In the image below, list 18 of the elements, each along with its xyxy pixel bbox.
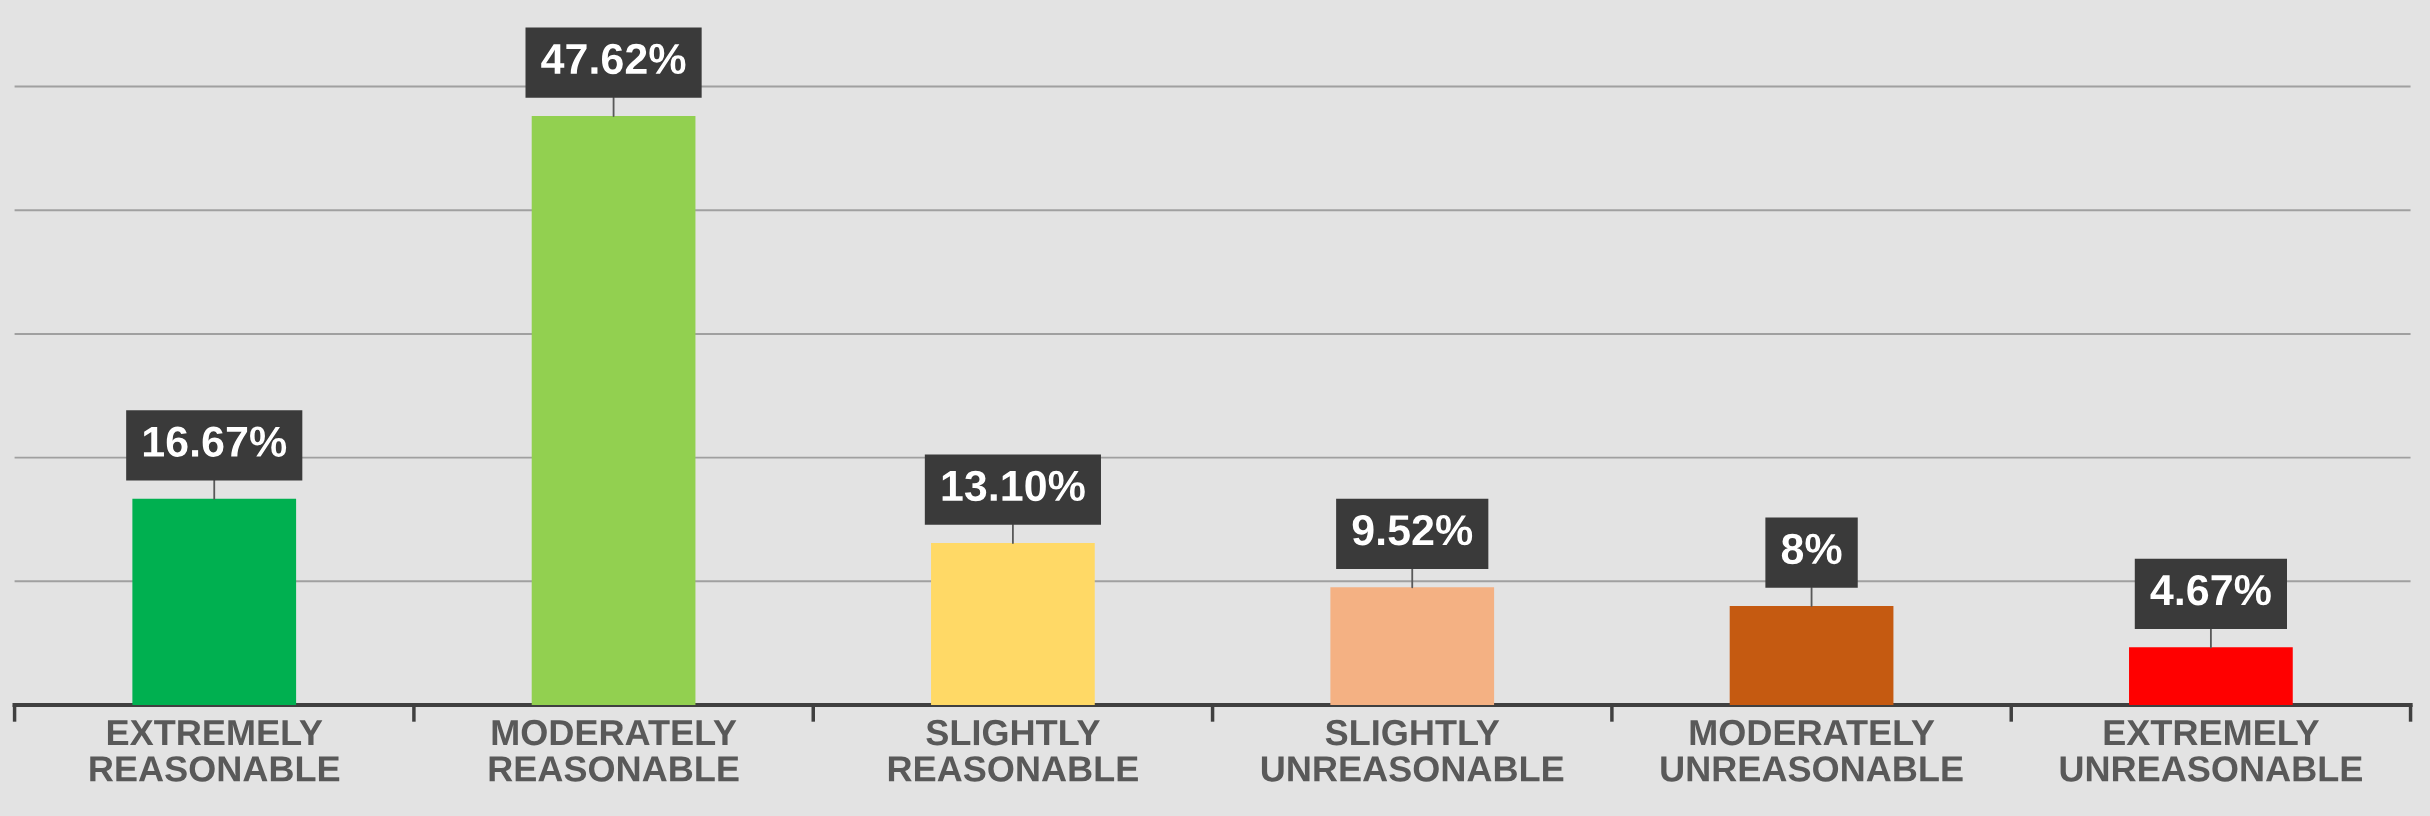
x-tick-label: EXTREMELY UNREASONABLE	[2060, 720, 2362, 782]
bar	[132, 498, 297, 706]
x-tick-label: EXTREMELY REASONABLE	[90, 720, 340, 782]
data-label: 9.52%	[1352, 514, 1473, 546]
bar	[1729, 606, 1894, 706]
data-label: 47.62%	[541, 43, 686, 75]
x-tick-label: SLIGHTLY UNREASONABLE	[1261, 719, 1564, 782]
bar	[531, 116, 696, 706]
bar	[931, 542, 1095, 706]
bar	[2129, 647, 2293, 706]
x-tick-label: MODERATELY REASONABLE	[489, 719, 739, 782]
data-label: 4.67%	[2150, 574, 2271, 606]
bar	[1330, 587, 1495, 706]
data-label: 13.10%	[942, 470, 1085, 502]
x-tick-label: MODERATELY UNREASONABLE	[1661, 719, 1963, 782]
data-label: 8%	[1781, 533, 1842, 565]
x-tick-label: SLIGHTLY REASONABLE	[888, 719, 1138, 782]
data-label: 16.67%	[143, 426, 287, 457]
